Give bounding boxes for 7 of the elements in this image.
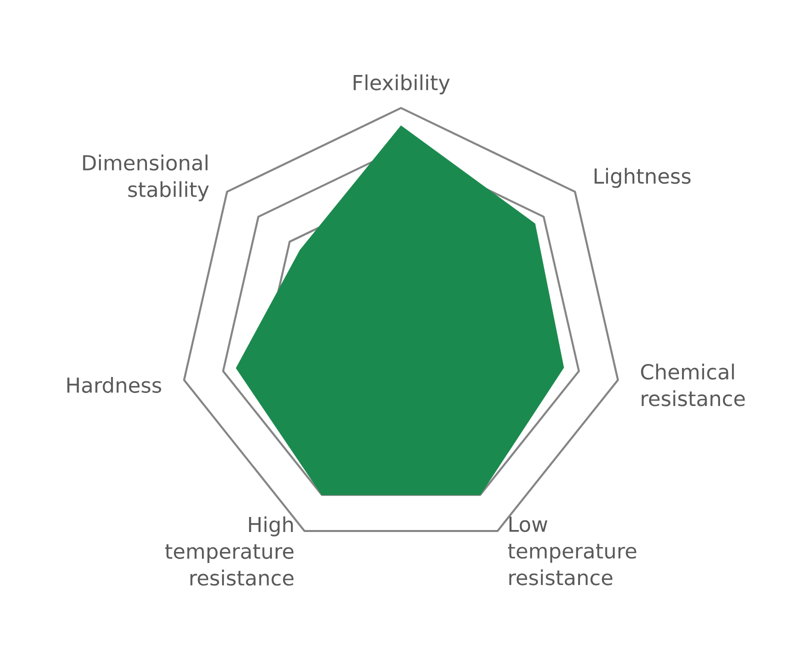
spoke-label: High temperature resistance [165, 516, 294, 586]
spoke-label: Dimensional stability [83, 154, 209, 202]
spoke-label: Lightness [594, 168, 691, 188]
spoke-label: Hardness [67, 376, 162, 393]
spoke-label: Chemical resistance [641, 364, 745, 406]
spoke-label: Low temperature resistance [508, 516, 636, 586]
spoke-label: Flexibility [354, 74, 450, 94]
